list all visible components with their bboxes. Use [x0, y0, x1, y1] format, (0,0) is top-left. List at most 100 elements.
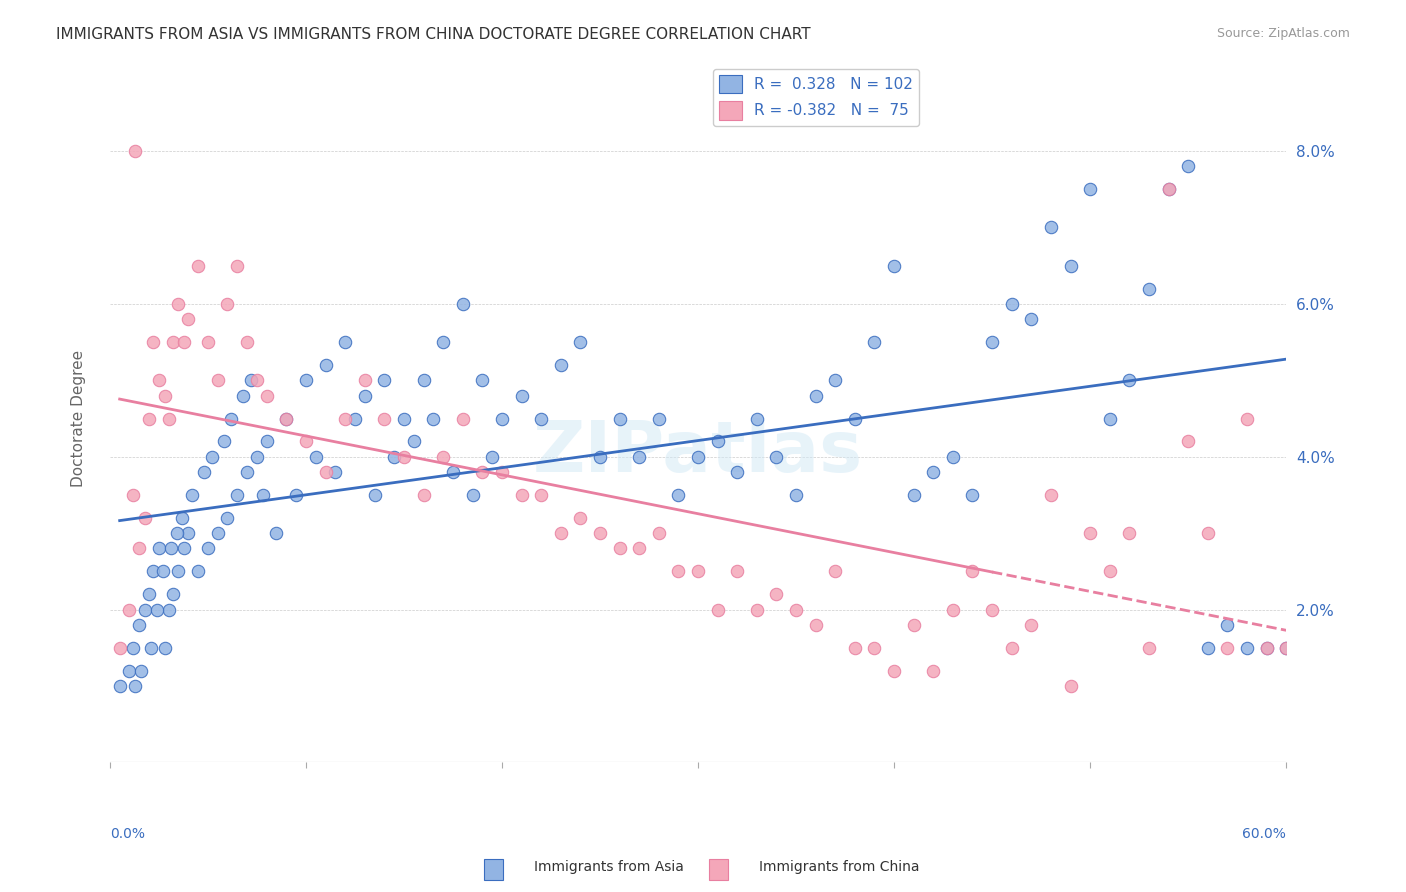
Point: [491, 411, 513, 425]
Point: [863, 640, 886, 655]
Point: [118, 602, 141, 616]
Point: [128, 541, 150, 556]
Point: [1197, 526, 1219, 541]
FancyBboxPatch shape: [709, 859, 728, 880]
Point: [240, 373, 263, 387]
Point: [981, 335, 1004, 350]
Point: [903, 618, 925, 632]
Point: [173, 541, 195, 556]
Point: [863, 335, 886, 350]
Point: [333, 335, 356, 350]
Point: [353, 373, 375, 387]
Point: [441, 465, 464, 479]
Point: [883, 664, 905, 678]
Point: [1236, 640, 1258, 655]
Point: [903, 488, 925, 502]
Point: [276, 411, 298, 425]
Point: [981, 602, 1004, 616]
Point: [550, 526, 572, 541]
Point: [128, 618, 150, 632]
Point: [1157, 182, 1180, 196]
Point: [167, 297, 190, 311]
Point: [162, 587, 184, 601]
Point: [315, 358, 337, 372]
Point: [1256, 640, 1278, 655]
Point: [1019, 312, 1042, 326]
Point: [142, 335, 165, 350]
Point: [942, 450, 965, 464]
Point: [569, 511, 592, 525]
Point: [1216, 640, 1239, 655]
Point: [226, 488, 249, 502]
Point: [824, 373, 846, 387]
Point: [725, 465, 748, 479]
Point: [118, 664, 141, 678]
Point: [461, 488, 484, 502]
Text: 0.0%: 0.0%: [110, 828, 145, 841]
Point: [173, 335, 195, 350]
Point: [706, 434, 728, 449]
Point: [1098, 411, 1121, 425]
Text: 60.0%: 60.0%: [1243, 828, 1286, 841]
FancyBboxPatch shape: [484, 859, 503, 880]
Point: [166, 526, 188, 541]
Legend: R =  0.328   N = 102, R = -0.382   N =  75: R = 0.328 N = 102, R = -0.382 N = 75: [713, 69, 918, 126]
Point: [804, 389, 827, 403]
Point: [124, 144, 146, 158]
Point: [1118, 526, 1140, 541]
Point: [201, 450, 224, 464]
Point: [382, 450, 405, 464]
Point: [315, 465, 337, 479]
Point: [138, 587, 160, 601]
Point: [157, 411, 180, 425]
Point: [285, 488, 308, 502]
Point: [142, 565, 165, 579]
Point: [1177, 434, 1199, 449]
Point: [451, 297, 474, 311]
Point: [1236, 411, 1258, 425]
Point: [402, 434, 425, 449]
Point: [1118, 373, 1140, 387]
Point: [962, 565, 984, 579]
Point: [1059, 259, 1081, 273]
Point: [589, 526, 612, 541]
Point: [108, 679, 131, 693]
Point: [530, 411, 553, 425]
Point: [295, 373, 318, 387]
Point: [412, 373, 434, 387]
Point: [648, 526, 671, 541]
Point: [942, 602, 965, 616]
Point: [197, 541, 219, 556]
Text: Immigrants from Asia: Immigrants from Asia: [534, 860, 685, 874]
Point: [745, 602, 768, 616]
Point: [451, 411, 474, 425]
Point: [159, 541, 181, 556]
Point: [648, 411, 671, 425]
Point: [221, 411, 243, 425]
Point: [569, 335, 592, 350]
Point: [481, 450, 503, 464]
Point: [844, 640, 866, 655]
Point: [148, 373, 170, 387]
Point: [668, 488, 690, 502]
Point: [510, 389, 533, 403]
Point: [172, 511, 194, 525]
Point: [217, 511, 239, 525]
Point: [305, 450, 328, 464]
Point: [162, 335, 184, 350]
Point: [1098, 565, 1121, 579]
Point: [236, 465, 259, 479]
Point: [226, 259, 249, 273]
Point: [765, 450, 787, 464]
Point: [1197, 640, 1219, 655]
Point: [725, 565, 748, 579]
Point: [232, 389, 254, 403]
Point: [187, 565, 209, 579]
Point: [432, 335, 454, 350]
Point: [212, 434, 235, 449]
Point: [373, 373, 395, 387]
Point: [246, 373, 269, 387]
Point: [1275, 640, 1298, 655]
Point: [686, 565, 709, 579]
Point: [824, 565, 846, 579]
